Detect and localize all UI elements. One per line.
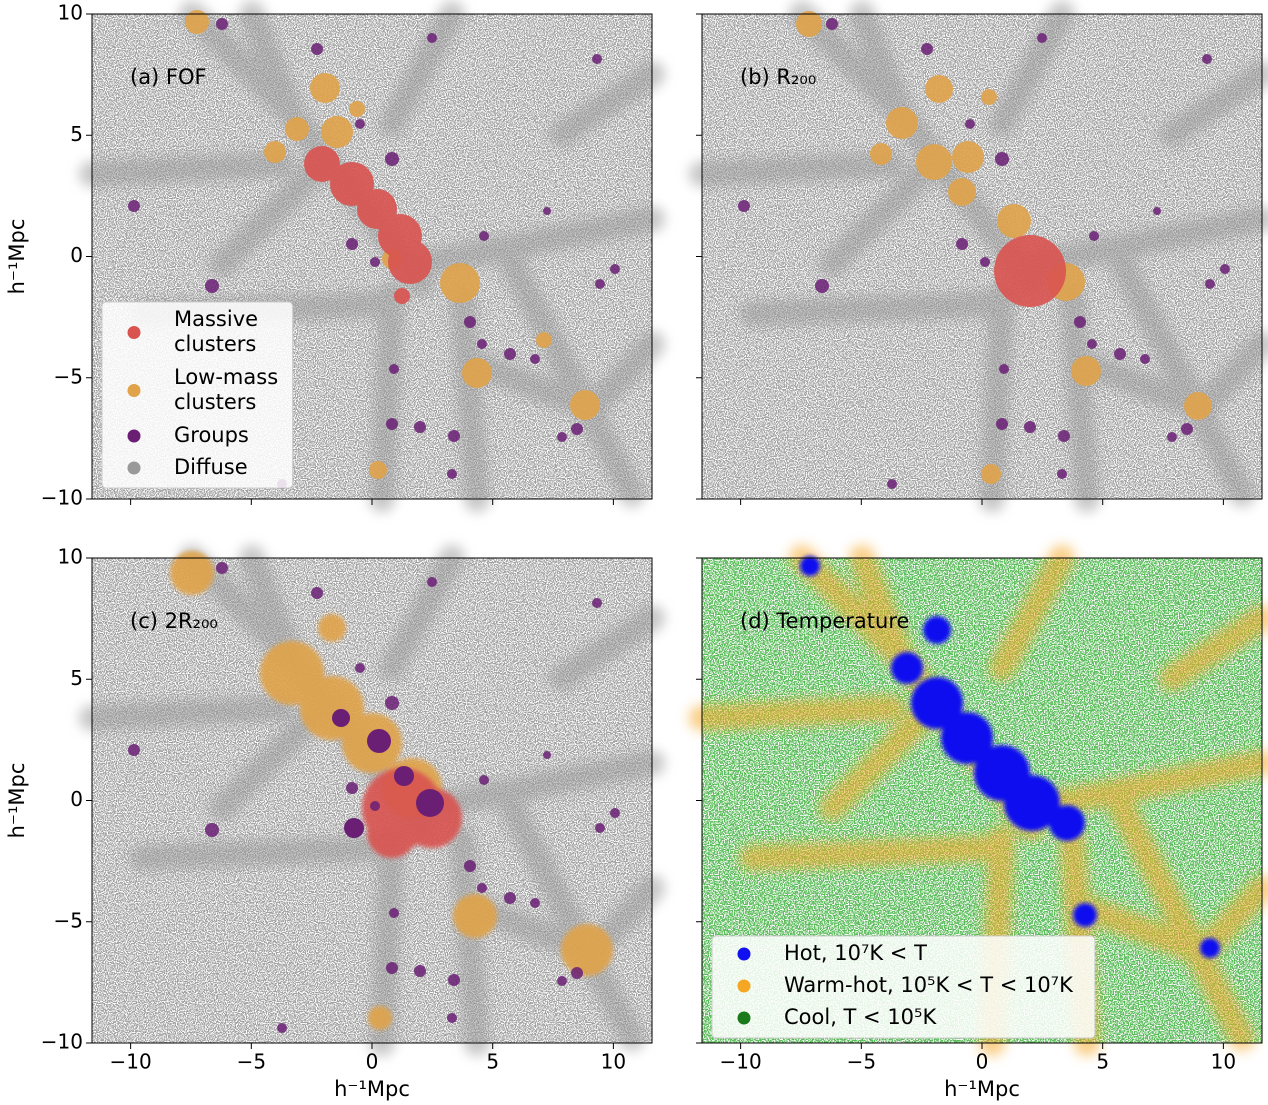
legend-label: Massive clusters — [174, 307, 265, 356]
panel-c-image — [92, 551, 652, 1043]
y-tick-label: −5 — [54, 908, 83, 932]
legend-label: Cool, T < 10⁵K — [784, 1005, 937, 1029]
y-axis-label: h⁻¹Mpc — [5, 219, 29, 295]
panel-label: (c) 2R₂₀₀ — [130, 609, 218, 633]
y-tick-label: 5 — [70, 122, 83, 146]
legend-marker — [737, 979, 751, 993]
y-axis-label: h⁻¹Mpc — [5, 763, 29, 839]
y-tick-label: −5 — [54, 364, 83, 388]
panel-label: (b) R₂₀₀ — [740, 65, 816, 89]
panel-label: (a) FOF — [130, 65, 207, 89]
y-tick-label: −10 — [41, 1030, 83, 1054]
legend-label: Low-mass clusters — [174, 365, 285, 414]
legend-marker — [127, 326, 141, 339]
x-tick-label: 0 — [976, 1050, 989, 1074]
legend: Massive clusters Low-mass clusters Groups D… — [101, 301, 294, 489]
legend-box — [101, 301, 294, 489]
x-tick-label: 0 — [366, 1050, 379, 1074]
x-tick-label: −5 — [847, 1050, 876, 1074]
y-tick-label: 0 — [70, 787, 83, 811]
legend: Hot, 10⁷K < T Warm-hot, 10⁵K < T < 10⁷K Co… — [711, 935, 1096, 1039]
legend-label: Diffuse — [174, 455, 248, 479]
y-tick-label: 0 — [70, 243, 83, 267]
x-tick-label: −10 — [720, 1050, 762, 1074]
legend-label: Warm-hot, 10⁵K < T < 10⁷K — [784, 973, 1074, 997]
panel-b-image — [702, 11, 1262, 499]
legend-marker — [127, 461, 141, 475]
x-axis-label: h⁻¹Mpc — [334, 1077, 410, 1101]
x-tick-label: 5 — [1096, 1050, 1109, 1074]
x-axis-label: h⁻¹Mpc — [944, 1077, 1020, 1101]
legend-marker — [127, 384, 141, 397]
x-tick-label: −5 — [237, 1050, 266, 1074]
legend-label: Groups — [174, 423, 249, 447]
x-tick-label: −10 — [110, 1050, 152, 1074]
x-tick-label: 10 — [1211, 1050, 1236, 1074]
y-tick-label: −10 — [41, 486, 83, 510]
legend-marker — [737, 1011, 751, 1025]
y-tick-label: 5 — [70, 666, 83, 690]
x-tick-label: 5 — [486, 1050, 499, 1074]
legend-label: Hot, 10⁷K < T — [784, 941, 927, 965]
legend-box — [711, 935, 1096, 1039]
x-tick-label: 10 — [601, 1050, 626, 1074]
legend-marker — [737, 947, 751, 961]
y-tick-label: 10 — [58, 545, 83, 569]
panel-label: (d) Temperature — [740, 609, 909, 633]
y-tick-label: 10 — [58, 1, 83, 25]
legend-marker — [127, 429, 141, 443]
